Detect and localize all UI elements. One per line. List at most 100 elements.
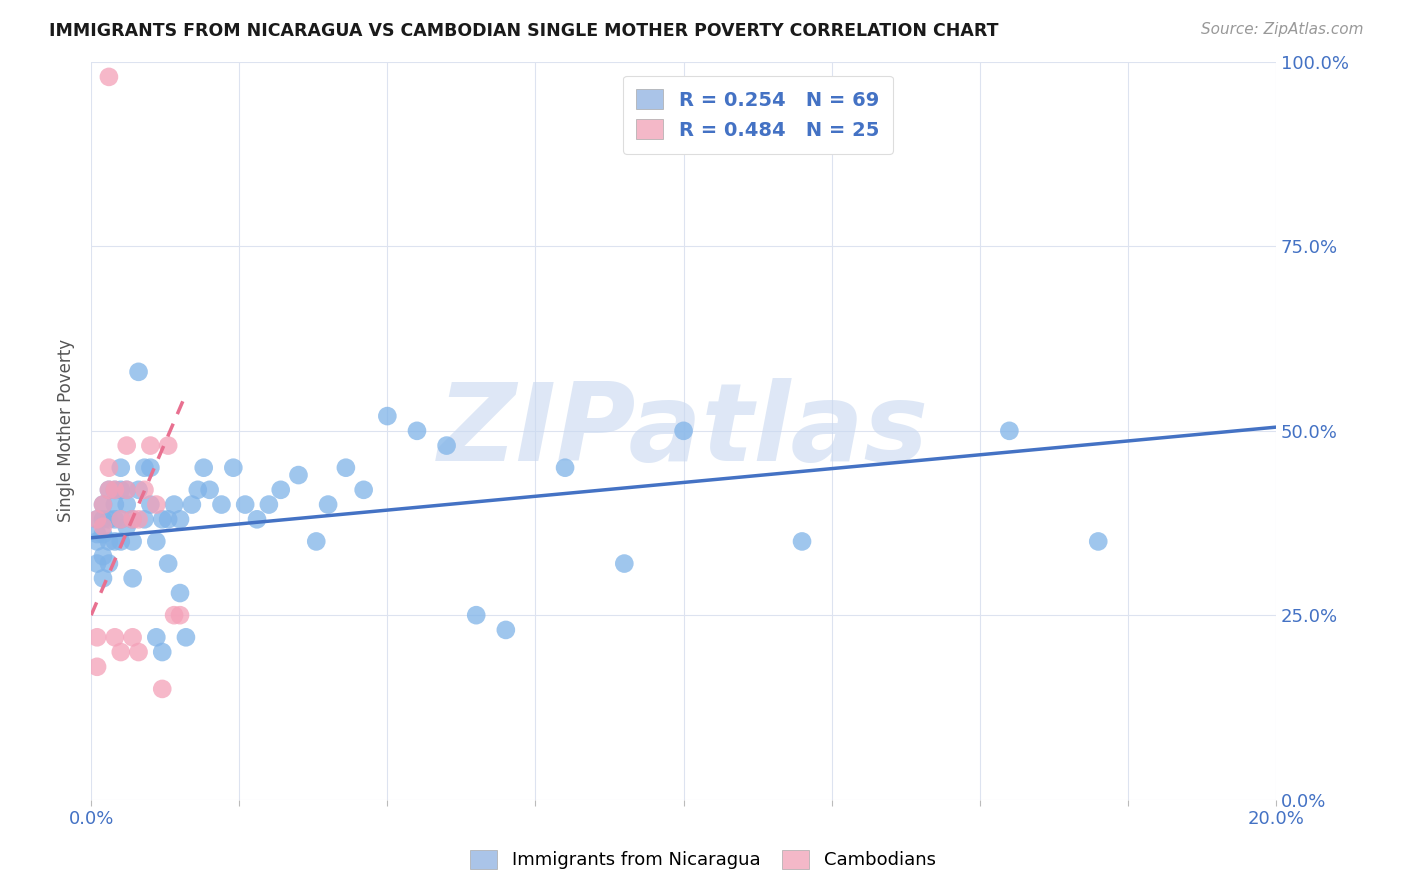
Point: [97, 483, 120, 497]
Point: [335, 460, 357, 475]
Legend: R = 0.254   N = 69, R = 0.484   N = 25: R = 0.254 N = 69, R = 0.484 N = 25: [623, 76, 893, 153]
Point: [97, 512, 120, 526]
Point: [115, 519, 138, 533]
Point: [134, 512, 156, 526]
Point: [86, 512, 108, 526]
Point: [97, 483, 120, 497]
Point: [110, 534, 132, 549]
Point: [150, 681, 173, 696]
Point: [287, 468, 309, 483]
Y-axis label: Single Mother Poverty: Single Mother Poverty: [58, 339, 75, 523]
Point: [115, 498, 138, 512]
Point: [211, 498, 233, 512]
Point: [157, 439, 180, 453]
Point: [121, 512, 143, 526]
Point: [86, 557, 108, 571]
Point: [139, 439, 162, 453]
Point: [110, 460, 132, 475]
Legend: Immigrants from Nicaragua, Cambodians: Immigrants from Nicaragua, Cambodians: [461, 841, 945, 879]
Point: [128, 365, 150, 379]
Point: [134, 483, 156, 497]
Point: [790, 534, 813, 549]
Point: [86, 660, 108, 674]
Point: [169, 608, 191, 623]
Point: [465, 608, 488, 623]
Point: [91, 527, 114, 541]
Point: [270, 483, 292, 497]
Point: [104, 498, 127, 512]
Point: [104, 512, 127, 526]
Point: [91, 571, 114, 585]
Point: [86, 630, 108, 644]
Point: [97, 534, 120, 549]
Point: [86, 534, 108, 549]
Point: [157, 557, 180, 571]
Point: [121, 571, 143, 585]
Point: [316, 498, 339, 512]
Point: [86, 527, 108, 541]
Text: ZIPatlas: ZIPatlas: [439, 378, 929, 483]
Point: [115, 483, 138, 497]
Point: [97, 70, 120, 84]
Point: [233, 498, 256, 512]
Point: [86, 512, 108, 526]
Point: [139, 498, 162, 512]
Point: [121, 534, 143, 549]
Point: [157, 512, 180, 526]
Point: [128, 645, 150, 659]
Point: [91, 498, 114, 512]
Point: [174, 630, 197, 644]
Point: [128, 483, 150, 497]
Point: [1087, 534, 1109, 549]
Point: [121, 630, 143, 644]
Point: [163, 498, 186, 512]
Point: [91, 512, 114, 526]
Point: [222, 460, 245, 475]
Point: [97, 557, 120, 571]
Point: [613, 557, 636, 571]
Point: [145, 498, 167, 512]
Point: [180, 498, 202, 512]
Point: [554, 460, 576, 475]
Point: [377, 409, 399, 423]
Point: [169, 512, 191, 526]
Point: [91, 549, 114, 564]
Point: [104, 483, 127, 497]
Point: [193, 460, 215, 475]
Point: [998, 424, 1021, 438]
Point: [145, 534, 167, 549]
Point: [150, 645, 173, 659]
Point: [246, 512, 269, 526]
Point: [134, 460, 156, 475]
Point: [169, 586, 191, 600]
Point: [495, 623, 517, 637]
Point: [91, 498, 114, 512]
Point: [110, 512, 132, 526]
Point: [110, 512, 132, 526]
Point: [198, 483, 221, 497]
Point: [115, 439, 138, 453]
Point: [139, 460, 162, 475]
Point: [104, 483, 127, 497]
Point: [150, 512, 173, 526]
Point: [104, 630, 127, 644]
Text: Source: ZipAtlas.com: Source: ZipAtlas.com: [1201, 22, 1364, 37]
Point: [353, 483, 375, 497]
Text: IMMIGRANTS FROM NICARAGUA VS CAMBODIAN SINGLE MOTHER POVERTY CORRELATION CHART: IMMIGRANTS FROM NICARAGUA VS CAMBODIAN S…: [49, 22, 998, 40]
Point: [257, 498, 280, 512]
Point: [110, 483, 132, 497]
Point: [91, 519, 114, 533]
Point: [110, 645, 132, 659]
Point: [104, 534, 127, 549]
Point: [187, 483, 209, 497]
Point: [97, 460, 120, 475]
Point: [163, 608, 186, 623]
Point: [121, 512, 143, 526]
Point: [672, 424, 695, 438]
Point: [128, 512, 150, 526]
Point: [436, 439, 458, 453]
Point: [145, 630, 167, 644]
Point: [115, 483, 138, 497]
Point: [305, 534, 328, 549]
Point: [406, 424, 429, 438]
